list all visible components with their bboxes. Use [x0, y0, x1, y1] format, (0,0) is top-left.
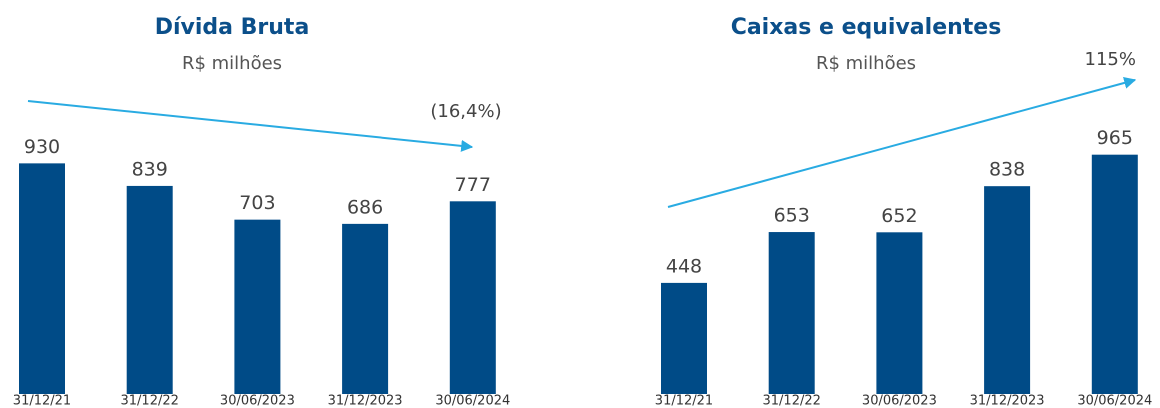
value-label: 686	[347, 196, 383, 218]
chart-subtitle: R$ milhões	[816, 53, 916, 74]
x-tick-label: 30/06/2024	[1077, 394, 1152, 408]
trend-arrow	[27, 100, 474, 152]
value-label: 838	[989, 159, 1025, 181]
bar	[19, 163, 65, 394]
bar	[342, 223, 389, 394]
chart-title: Caixas e equivalentes	[731, 15, 1002, 40]
x-tick-label: 31/12/22	[763, 394, 821, 408]
bar	[126, 185, 173, 394]
value-label: 703	[239, 192, 275, 214]
bar	[984, 186, 1031, 394]
bar	[234, 219, 281, 394]
bar	[768, 232, 815, 394]
x-tick-label: 30/06/2024	[435, 394, 510, 408]
chart-subtitle: R$ milhões	[182, 53, 282, 74]
x-tick-label: 31/12/21	[13, 394, 71, 408]
value-label: 652	[881, 205, 917, 227]
value-label: 448	[666, 255, 702, 277]
x-tick-label: 30/06/2023	[220, 394, 295, 408]
x-tick-label: 31/12/2023	[970, 394, 1045, 408]
x-tick-label: 30/06/2023	[862, 394, 937, 408]
bar	[661, 282, 707, 394]
trend-arrow	[667, 77, 1137, 208]
x-tick-label: 31/12/2023	[328, 394, 403, 408]
bar	[449, 201, 496, 394]
annotation: (16,4%)	[430, 101, 501, 122]
bar	[876, 232, 923, 394]
chart-title: Dívida Bruta	[155, 15, 310, 40]
x-tick-label: 31/12/22	[121, 394, 179, 408]
x-tick-label: 31/12/21	[655, 394, 713, 408]
value-label: 965	[1097, 127, 1133, 149]
annotation: 115%	[1085, 49, 1136, 70]
value-label: 839	[132, 158, 168, 180]
value-label: 930	[24, 136, 60, 158]
bar	[1091, 154, 1138, 394]
value-label: 653	[774, 205, 810, 227]
value-label: 777	[455, 174, 491, 196]
